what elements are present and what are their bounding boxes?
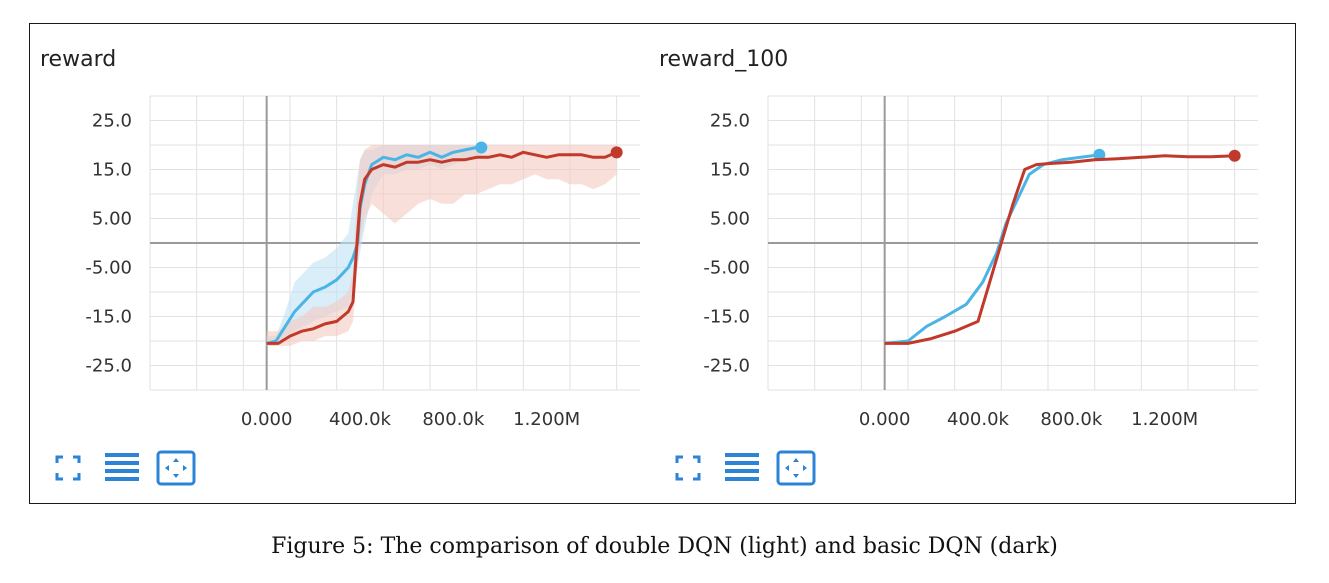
x-tick-label: 800.0k — [1040, 409, 1103, 430]
fit-domain-icon[interactable] — [156, 448, 196, 488]
y-tick-label: 15.0 — [92, 160, 132, 181]
fit-domain-icon[interactable] — [776, 448, 816, 488]
x-tick-label: 0.000 — [859, 409, 911, 430]
data-table-icon[interactable] — [102, 448, 142, 488]
data-table-icon[interactable] — [722, 448, 762, 488]
series-band-light — [266, 145, 482, 346]
x-tick-label: 400.0k — [329, 409, 392, 430]
x-tick-label: 1.200M — [1131, 409, 1198, 430]
chart-title-reward: reward — [40, 47, 117, 72]
figure-frame — [29, 23, 1296, 504]
y-tick-label: -15.0 — [703, 307, 750, 328]
x-tick-label: 400.0k — [947, 409, 1010, 430]
figure-caption: Figure 5: The comparison of double DQN (… — [271, 534, 1058, 559]
x-tick-label: 0.000 — [241, 409, 293, 430]
fullscreen-icon[interactable] — [668, 448, 708, 488]
y-tick-label: -5.00 — [85, 258, 132, 279]
y-tick-label: -25.0 — [85, 356, 132, 377]
series-line-light — [884, 153, 1100, 345]
y-tick-label: 5.00 — [710, 209, 750, 230]
reward-100-chart-toolbar — [668, 448, 830, 488]
series-end-marker-light — [475, 141, 488, 154]
y-tick-label: 5.00 — [92, 209, 132, 230]
y-tick-label: 25.0 — [710, 111, 750, 132]
series-line-dark — [884, 154, 1235, 345]
y-tick-label: 15.0 — [710, 160, 750, 181]
series-end-marker-dark — [1228, 149, 1241, 162]
series-end-marker-dark — [610, 146, 623, 159]
y-tick-label: -5.00 — [703, 258, 750, 279]
series-end-marker-light — [1093, 148, 1106, 161]
y-tick-label: -15.0 — [85, 307, 132, 328]
y-tick-label: 25.0 — [92, 111, 132, 132]
fullscreen-icon[interactable] — [48, 448, 88, 488]
x-tick-label: 1.200M — [513, 409, 580, 430]
x-tick-label: 800.0k — [422, 409, 485, 430]
reward-chart-toolbar — [48, 448, 210, 488]
chart-title-reward-100: reward_100 — [659, 47, 789, 72]
y-tick-label: -25.0 — [703, 356, 750, 377]
